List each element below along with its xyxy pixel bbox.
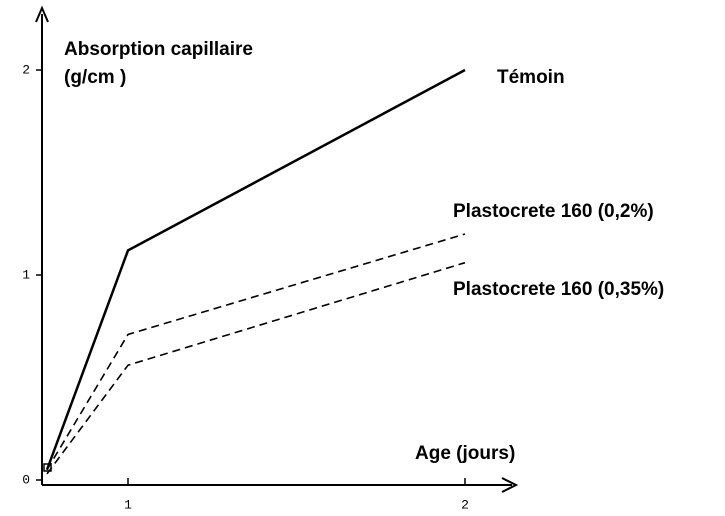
series-line [46,233,466,471]
y-axis-label-unit: (g/cm ) [64,67,126,88]
series-line [45,68,466,471]
series-line [46,261,466,475]
x-axis-arrow [501,477,519,493]
x-tick-label: 1 [124,497,132,512]
y-axis-arrow [35,5,49,23]
series-label: Témoin [497,67,565,88]
y-axis-label: Absorption capillaire [64,39,253,60]
y-tick-label: 0 [22,472,30,487]
origin-marker [43,463,52,472]
series-label: Plastocrete 160 (0,2%) [453,201,654,222]
series-label: Plastocrete 160 (0,35%) [453,279,664,300]
y-tick-label: 2 [22,62,30,77]
y-tick-label: 1 [22,267,30,282]
x-tick-label: 2 [461,497,469,512]
x-axis-label: Age (jours) [415,443,515,464]
